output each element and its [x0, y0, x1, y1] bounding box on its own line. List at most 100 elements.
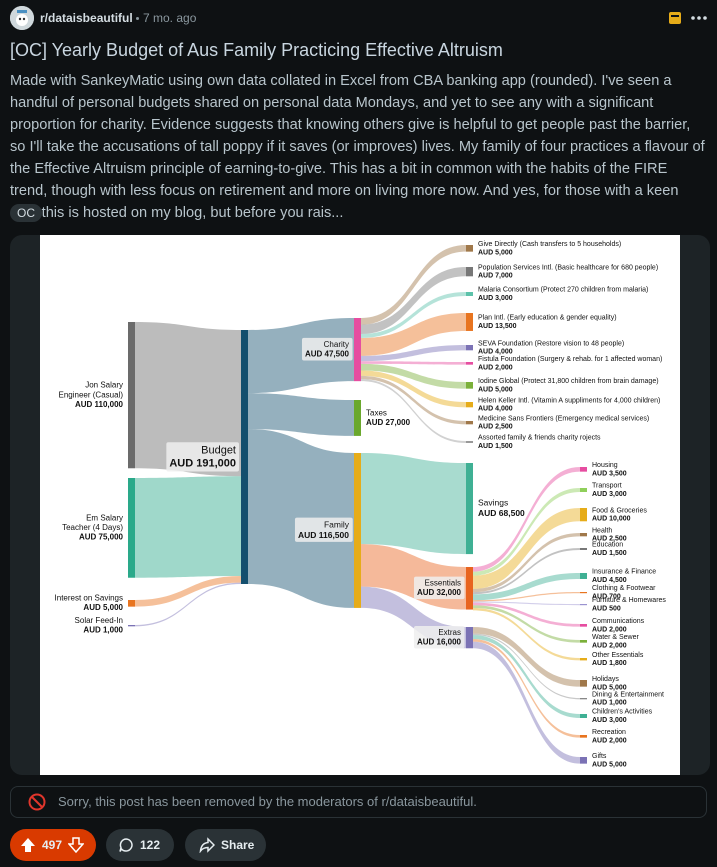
share-button[interactable]: Share — [185, 829, 266, 861]
flow — [473, 467, 580, 572]
downvote-button[interactable] — [68, 837, 85, 853]
node-name: Communications — [592, 618, 645, 625]
node-amount: AUD 4,500 — [592, 577, 627, 584]
node-amount: AUD 500 — [592, 606, 621, 613]
subreddit-name[interactable]: r/dataisbeautiful — [40, 11, 133, 25]
flow — [361, 292, 466, 338]
node-label: Helen Keller Intl. (Vitamin A suppliment… — [478, 397, 660, 412]
flow — [361, 345, 466, 362]
node-amount: AUD 16,000 — [417, 638, 462, 647]
node-name: Furniture & Homewares — [592, 597, 666, 604]
node-amount: AUD 3,500 — [592, 470, 627, 477]
node-label: Assorted family & friends charity roject… — [478, 435, 601, 450]
comments-button[interactable]: 122 — [106, 829, 174, 861]
node-name: Interest on Savings — [55, 594, 123, 603]
node-name: Savings — [478, 498, 508, 508]
flow — [135, 576, 241, 607]
node-bar — [580, 573, 587, 579]
image-frame[interactable]: Jon Salary Engineer (Casual) AUD 110,000 Em… — [10, 235, 710, 775]
node-bar — [466, 441, 473, 443]
node-name: Teacher (4 Days) — [62, 523, 123, 532]
flow — [473, 627, 580, 687]
comment-icon — [119, 838, 133, 852]
node-bar — [466, 567, 473, 610]
post-flair[interactable]: OC — [10, 204, 42, 222]
node-bar — [128, 322, 135, 469]
flow — [473, 573, 580, 601]
node-bar — [466, 627, 473, 649]
flow — [135, 582, 241, 627]
node-label: Clothing & Footwear AUD 700 — [592, 585, 656, 600]
flow — [361, 379, 466, 443]
post-title[interactable]: [OC] Yearly Budget of Aus Family Practic… — [10, 40, 503, 60]
node-amount: AUD 1,000 — [83, 626, 123, 635]
node-bar — [466, 382, 473, 389]
node-amount: AUD 47,500 — [305, 349, 350, 358]
mod-icon[interactable] — [668, 10, 682, 26]
node-bar — [580, 467, 587, 472]
label-background — [294, 517, 353, 542]
flow — [473, 508, 580, 589]
node-amount: AUD 2,000 — [592, 642, 627, 649]
subreddit-avatar[interactable] — [10, 6, 34, 30]
node-name: Solar Feed-In — [75, 616, 123, 625]
node-bar — [580, 735, 587, 738]
node-amount: AUD 4,000 — [478, 406, 513, 413]
flow — [473, 607, 580, 661]
node-name: Insurance & Finance — [592, 569, 656, 576]
node-name: Housing — [592, 462, 618, 469]
node-amount: AUD 2,500 — [592, 536, 627, 543]
node-name: Medicine Sans Frontiers (Emergency medic… — [478, 415, 649, 422]
overflow-menu[interactable] — [690, 10, 708, 26]
node-amount: AUD 5,000 — [83, 603, 123, 612]
node-name: Education — [592, 542, 623, 549]
node-name: Jon Salary — [85, 381, 123, 390]
flow — [473, 638, 580, 738]
node-bar — [580, 757, 587, 764]
node-bar — [466, 245, 473, 252]
node-bar — [241, 330, 248, 584]
flow — [361, 267, 466, 334]
node-bar — [466, 313, 473, 331]
node-bar — [128, 600, 135, 607]
node-name: Water & Sewer — [592, 634, 639, 641]
node-bar — [466, 402, 473, 408]
node-label: SEVA Foundation (Restore vision to 48 pe… — [478, 340, 624, 355]
node-name: Engineer (Casual) — [59, 390, 124, 399]
flow — [361, 313, 466, 356]
node-label: Population Services Intl. (Basic healthc… — [478, 264, 658, 279]
node-bar — [580, 533, 587, 537]
node-label: Fistula Foundation (Surgery & rehab. for… — [478, 356, 662, 371]
node-amount: AUD 32,000 — [417, 588, 462, 597]
node-name: Population Services Intl. (Basic healthc… — [478, 264, 658, 271]
node-name: Fistula Foundation (Surgery & rehab. for… — [478, 356, 662, 363]
node-name: Dining & Entertainment — [592, 691, 664, 698]
node-name: Recreation — [592, 729, 626, 736]
node-name: Budget — [201, 444, 236, 456]
node-name: Assorted family & friends charity roject… — [478, 435, 601, 442]
node-amount: AUD 116,500 — [298, 530, 349, 540]
node-bar — [354, 400, 361, 436]
node-amount: AUD 2,000 — [478, 364, 513, 371]
removed-icon — [28, 793, 46, 811]
flow — [473, 633, 580, 700]
flow — [473, 605, 580, 643]
vote-count: 497 — [42, 838, 63, 852]
node-label: Plan Intl. (Early education & gender equ… — [478, 315, 617, 330]
node-bar — [466, 267, 473, 277]
node-label: Furniture & Homewares AUD 500 — [592, 597, 666, 612]
node-name: Other Essentials — [592, 652, 644, 659]
upvote-button[interactable] — [20, 837, 36, 853]
node-amount: AUD 3,000 — [592, 717, 627, 724]
